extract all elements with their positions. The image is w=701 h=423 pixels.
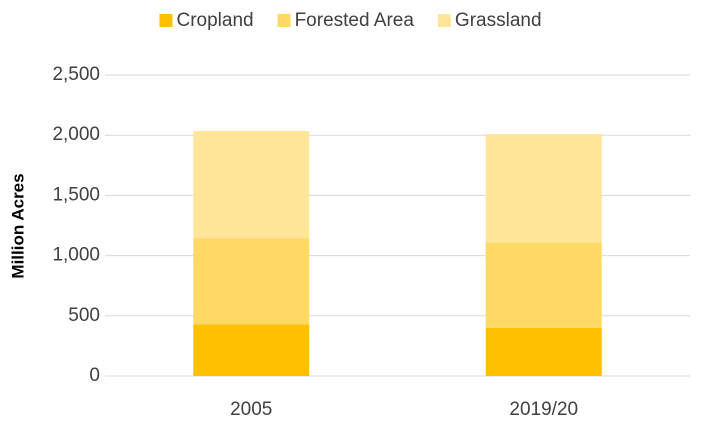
legend-swatch (277, 14, 291, 27)
bar-segment (485, 242, 602, 328)
y-tick-label: 2,000 (52, 124, 100, 145)
legend-label: Forested Area (295, 10, 415, 31)
bar-segment (193, 238, 310, 325)
y-tick-label: 1,000 (52, 245, 100, 266)
bar-segment (193, 130, 310, 239)
y-axis-title: Million Acres (8, 173, 27, 278)
x-tick-label: 2005 (230, 399, 272, 420)
legend-swatch (159, 14, 173, 27)
x-tick-label: 2019/20 (509, 399, 578, 420)
legend-label: Grassland (455, 10, 542, 31)
y-tick-label: 2,500 (52, 64, 100, 85)
legend-label: Cropland (176, 10, 253, 31)
y-tick-label: 1,500 (52, 184, 100, 205)
legend-swatch (437, 14, 451, 27)
bar-segment (485, 327, 602, 376)
y-tick-label: 0 (89, 365, 100, 386)
y-tick-label: 500 (68, 305, 100, 326)
bar-segment (485, 133, 602, 243)
bar-segment (193, 324, 310, 376)
